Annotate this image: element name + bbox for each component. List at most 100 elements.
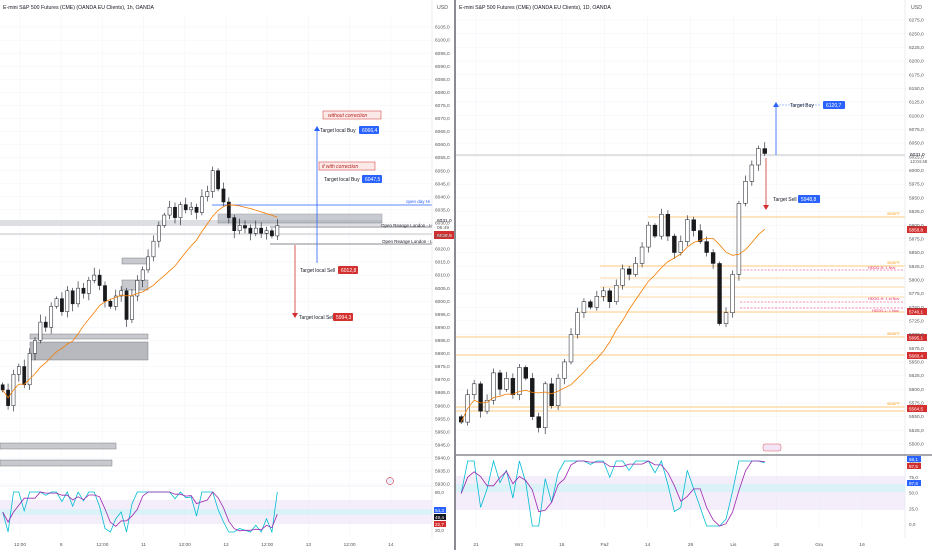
price-tick-label: 6020,0	[435, 247, 450, 253]
price-tick-label: 6275,0	[909, 18, 924, 24]
right-time-axis[interactable]: 21 Wrz 16 Paź 14 28 Lis 18 Gru 16	[473, 542, 865, 548]
candle	[210, 170, 215, 192]
candle	[156, 225, 161, 242]
time-tick-label: 8	[60, 542, 63, 548]
time-tick-label: Gru	[815, 542, 823, 548]
stoch-tick-label: 50,0	[909, 491, 918, 496]
candle	[130, 295, 134, 320]
candle	[575, 312, 580, 335]
right-price-red-2: 5740,1	[909, 310, 923, 315]
price-tick-label: 5625,0	[909, 373, 924, 379]
left-currency-label: USD	[437, 5, 448, 11]
candle	[43, 321, 48, 328]
candle	[459, 416, 464, 423]
price-tick-label: 6005,0	[435, 286, 450, 292]
candle	[562, 361, 567, 379]
candle	[549, 383, 554, 406]
target-sell-value: 5948,8	[801, 197, 817, 203]
price-tick-label: 5935,0	[435, 469, 450, 475]
candle	[471, 383, 477, 396]
right-stoch-pane: 100,075,050,025,00,0 58,1 97,5 97,6	[456, 454, 932, 527]
stoch-lo-badge	[434, 521, 446, 527]
price-tick-label: 5550,0	[909, 414, 924, 420]
price-tick-label: 5900,0	[909, 223, 924, 229]
candle	[607, 290, 612, 303]
right-chart-panel[interactable]: E-mini S&P 500 Futures (CME) (OANDA EU C…	[456, 0, 932, 550]
right-price-red-3: 5695,1	[909, 336, 923, 341]
left-price-axis[interactable]: 6105,0 6100,0 6095,0 6090,0 6085,0 6080,0 6075…	[435, 25, 450, 488]
time-tick-label: 28	[688, 542, 694, 548]
price-tick-label: 5940,0	[435, 455, 450, 461]
candle	[543, 383, 548, 428]
price-badge	[907, 226, 927, 233]
time-tick-label: 12:00	[179, 542, 191, 548]
candle	[478, 383, 483, 412]
candle	[678, 241, 683, 253]
candle	[92, 274, 97, 281]
candle	[723, 312, 729, 324]
right-time-label: 12:04:48	[910, 159, 928, 164]
candle	[135, 280, 140, 297]
price-tick-label: 6000,0	[435, 299, 450, 305]
stoch-band-inner	[456, 484, 905, 492]
side-level-label: SIDEPT	[887, 212, 901, 216]
candle	[65, 290, 70, 312]
left-time-axis[interactable]: 12:00 8 12:00 11 12:00 12 12:00 13 12:00 14	[14, 542, 394, 548]
price-tick-label: 5850,0	[909, 250, 924, 256]
time-tick-label: Wrz	[515, 542, 524, 548]
time-tick-label: 11	[141, 542, 146, 548]
target-buy-1-value: 6066,4	[362, 128, 378, 134]
stoch-d-line	[460, 460, 765, 527]
right-price-axis[interactable]: 6275,0 6250,0 6225,0 6200,0 6175,0 6150,0 6125…	[909, 18, 924, 448]
time-tick-label: 16	[559, 542, 565, 548]
orl-lo-label: Open Reange London - L	[382, 239, 433, 244]
price-tick-label: 6010,0	[435, 273, 450, 279]
candle	[620, 268, 625, 286]
candle	[226, 201, 231, 218]
candle	[743, 181, 748, 204]
price-tick-label: 6055,0	[435, 155, 450, 161]
right-stoch-k: 58,1	[909, 457, 918, 462]
time-tick-label: 14	[645, 542, 651, 548]
zone-box	[0, 442, 117, 450]
price-tick-label: 6045,0	[435, 181, 450, 187]
candle	[536, 416, 541, 428]
price-tick-label: 5970,0	[435, 377, 450, 383]
candle	[717, 263, 722, 324]
price-tick-label: 5825,0	[909, 264, 924, 270]
price-tick-label: 6060,0	[435, 142, 450, 148]
candle	[484, 399, 490, 412]
candle	[704, 241, 709, 253]
candle	[200, 196, 204, 213]
price-tick-label: 5950,0	[435, 429, 450, 435]
zone-box	[29, 333, 149, 340]
left-chart-panel[interactable]: E-mini S&P 500 Futures (CME) (OANDA EU C…	[0, 0, 455, 550]
price-tick-label: 5875,0	[909, 236, 924, 242]
price-tick-label: 5985,0	[435, 338, 450, 344]
candle	[710, 252, 716, 264]
time-tick-label: 18	[774, 542, 780, 548]
price-tick-label: 5600,0	[909, 387, 924, 393]
price-badge	[907, 352, 927, 359]
time-tick-label: 12:00	[261, 542, 273, 548]
flag-icon	[386, 477, 394, 485]
price-tick-label: 6250,0	[909, 31, 924, 37]
side-level-label: SIDEPT	[887, 402, 901, 406]
candle	[626, 268, 632, 275]
candle	[685, 219, 690, 242]
candle	[259, 227, 264, 234]
hdog3-label: HDOG-L: 1 Nov	[872, 309, 899, 313]
candle	[60, 298, 64, 312]
candle	[178, 204, 183, 218]
zone-box	[121, 279, 149, 291]
price-tick-label: 5955,0	[435, 416, 450, 422]
candle	[530, 378, 535, 417]
candle	[253, 227, 258, 234]
stoch-k-badge	[907, 456, 921, 462]
candle	[103, 285, 107, 302]
stoch-d-line	[2, 491, 278, 532]
candle	[0, 384, 5, 391]
candle	[119, 290, 124, 297]
candle	[665, 213, 671, 237]
